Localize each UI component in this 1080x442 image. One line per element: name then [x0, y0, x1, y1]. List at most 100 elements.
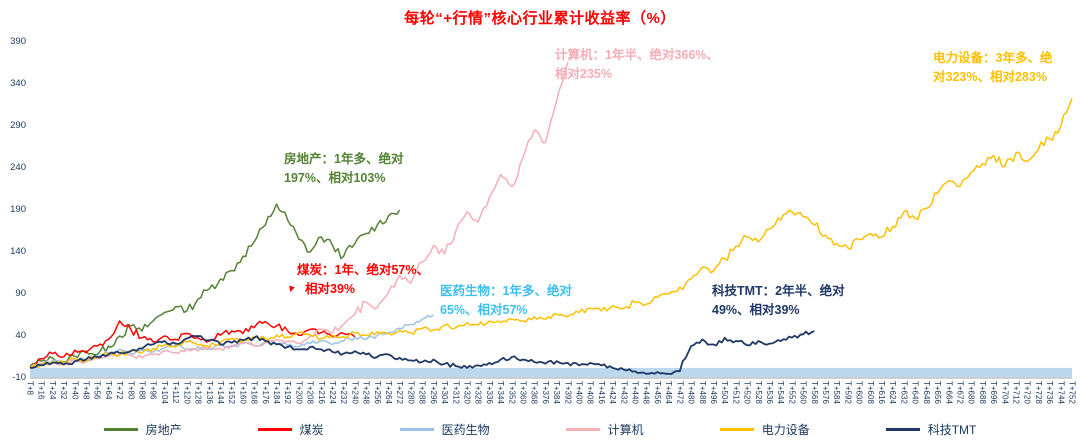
x-tick-label: T+632: [899, 381, 909, 404]
x-tick-label: T+672: [955, 381, 965, 404]
annotation-realestate: 房地产：1年多、绝对 197%、相对103%: [284, 150, 403, 188]
x-tick-label: T+680: [966, 381, 976, 404]
x-tick-label: T+576: [821, 381, 830, 404]
x-tick-label: T+416: [596, 381, 606, 404]
x-tick-label: T+648: [921, 381, 931, 404]
x-tick-label: T+704: [1000, 381, 1010, 404]
legend-swatch: [719, 428, 754, 431]
x-tick-label: T+80: [126, 381, 136, 400]
x-tick-label: T+720: [1022, 381, 1032, 404]
x-tick-label: T+48: [81, 381, 91, 400]
legend-swatch: [565, 428, 600, 431]
annotation-line: 煤炭：1年、绝对57%、: [297, 263, 429, 277]
annotation-line: 对323%、相对283%: [933, 70, 1047, 84]
x-tick-label: T+560: [798, 381, 808, 404]
annotation-tmt: 科技TMT：2年半、绝对 49%、相对39%: [712, 282, 845, 320]
x-tick-label: T+440: [630, 381, 640, 404]
x-tick-label: T+296: [428, 381, 438, 404]
series-line-科技TMT: [29, 330, 815, 375]
x-tick-label: T+456: [652, 381, 662, 404]
x-tick-label: T+480: [686, 381, 696, 404]
legend-swatch: [885, 428, 920, 431]
legend-label: 房地产: [145, 423, 182, 437]
x-tick-label: T+464: [664, 381, 674, 404]
x-tick-label: T+96: [148, 381, 158, 400]
legend-swatch: [103, 428, 138, 431]
x-tick-label: T+240: [350, 381, 360, 404]
x-tick-label: T+640: [910, 381, 920, 404]
x-tick-label: T+432: [619, 381, 629, 404]
x-tick-label: T+384: [552, 381, 562, 404]
x-tick-label: T+88: [137, 381, 147, 400]
x-tick-label: T+528: [753, 381, 763, 404]
annotation-line: 197%、相对103%: [284, 171, 386, 185]
annotation-line: 49%、相对39%: [712, 303, 800, 317]
x-tick-label: T+504: [720, 381, 730, 404]
x-tick-label: T+592: [843, 381, 853, 404]
x-tick-label: T+336: [484, 381, 494, 404]
x-tick-label: T+328: [473, 381, 483, 404]
x-tick-label: T+360: [518, 381, 528, 404]
x-tick-label: T+544: [776, 381, 786, 404]
y-tick-label: 390: [10, 36, 26, 47]
series-line-房地产: [29, 203, 401, 367]
x-tick-label: T+56: [92, 381, 102, 400]
y-tick-label: 190: [10, 204, 26, 215]
x-tick-label: T+344: [496, 381, 506, 404]
x-tick-label: T+552: [787, 381, 797, 404]
x-tick-label: T+392: [563, 381, 573, 404]
annotation-line: 房地产：1年多、绝对: [284, 152, 404, 166]
legend-label: 煤炭: [299, 423, 324, 437]
x-tick-label: T+200: [294, 381, 304, 404]
x-tick-label: T+120: [182, 381, 192, 404]
x-tick-label: T+248: [361, 381, 371, 404]
x-tick-label: T+608: [865, 381, 875, 404]
x-tick-label: T+368: [529, 381, 539, 404]
y-tick-label: 240: [10, 162, 26, 173]
annotation-line: 电力设备：3年多、绝: [933, 51, 1053, 65]
y-tick-label: 140: [10, 246, 26, 257]
y-tick-label: 40: [15, 330, 26, 341]
x-tick-label: T+320: [462, 381, 472, 404]
annotation-line: 医药生物：1年多、绝对: [440, 284, 572, 298]
legend-item-医药生物: 医药生物: [399, 421, 490, 438]
x-tick-label: T+264: [384, 381, 394, 404]
x-tick-label: T+624: [888, 381, 898, 404]
legend-item-电力设备: 电力设备: [719, 421, 810, 438]
x-tick-label: T+272: [395, 381, 405, 404]
x-tick-label: T+192: [283, 381, 293, 404]
x-tick-label: T+216: [316, 381, 326, 404]
x-tick-label: T+696: [989, 381, 999, 404]
x-tick-label: T+600: [854, 381, 864, 404]
x-tick-label: T+256: [372, 381, 382, 404]
legend-label: 科技TMT: [927, 423, 977, 437]
legend-item-科技TMT: 科技TMT: [885, 421, 977, 438]
x-tick-label: T+568: [809, 381, 819, 404]
x-tick-label: T+728: [1033, 381, 1043, 404]
x-tick-label: T+16: [36, 381, 46, 400]
annotation-line: 计算机：1年半、绝对366%、: [555, 48, 719, 62]
x-tick-label: T+616: [877, 381, 887, 404]
x-tick-label: T+712: [1011, 381, 1021, 404]
legend-label: 电力设备: [761, 423, 810, 437]
chart-title: 每轮“+行情”核心行业累计收益率（%）: [404, 10, 676, 27]
x-tick-label: T+304: [440, 381, 450, 404]
x-tick-label: T+128: [193, 381, 203, 404]
x-tick-label: T+144: [215, 381, 225, 404]
x-tick-label: T+536: [764, 381, 774, 404]
y-tick-label: -10: [12, 372, 26, 383]
annotation-power: 电力设备：3年多、绝 对323%、相对283%: [933, 49, 1052, 87]
legend-item-房地产: 房地产: [103, 421, 182, 438]
annotation-coal: 煤炭：1年、绝对57%、 相对39%: [297, 261, 429, 299]
x-tick-label: T+376: [540, 381, 550, 404]
legend-swatch: [257, 428, 292, 431]
x-tick-label: T+752: [1067, 381, 1077, 404]
x-tick-label: T+208: [305, 381, 315, 404]
legend-label: 计算机: [607, 423, 644, 437]
x-tick-label: T+104: [159, 381, 169, 404]
y-tick-label: 90: [15, 288, 26, 299]
x-tick-label: T+40: [70, 381, 80, 400]
series-line-煤炭: [29, 320, 356, 368]
